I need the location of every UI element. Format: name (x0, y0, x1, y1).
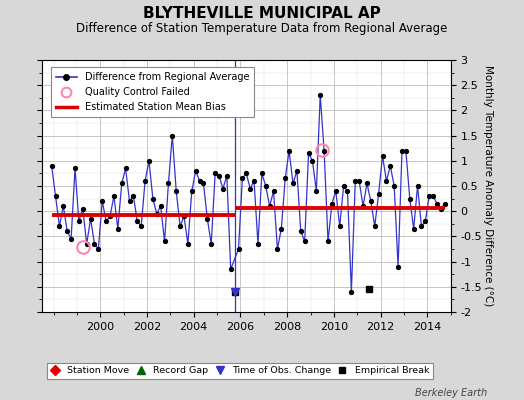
Y-axis label: Monthly Temperature Anomaly Difference (°C): Monthly Temperature Anomaly Difference (… (483, 65, 493, 307)
Text: Difference of Station Temperature Data from Regional Average: Difference of Station Temperature Data f… (77, 22, 447, 35)
Text: Berkeley Earth: Berkeley Earth (415, 388, 487, 398)
Legend: Station Move, Record Gap, Time of Obs. Change, Empirical Break: Station Move, Record Gap, Time of Obs. C… (47, 362, 433, 379)
Text: BLYTHEVILLE MUNICIPAL AP: BLYTHEVILLE MUNICIPAL AP (143, 6, 381, 21)
